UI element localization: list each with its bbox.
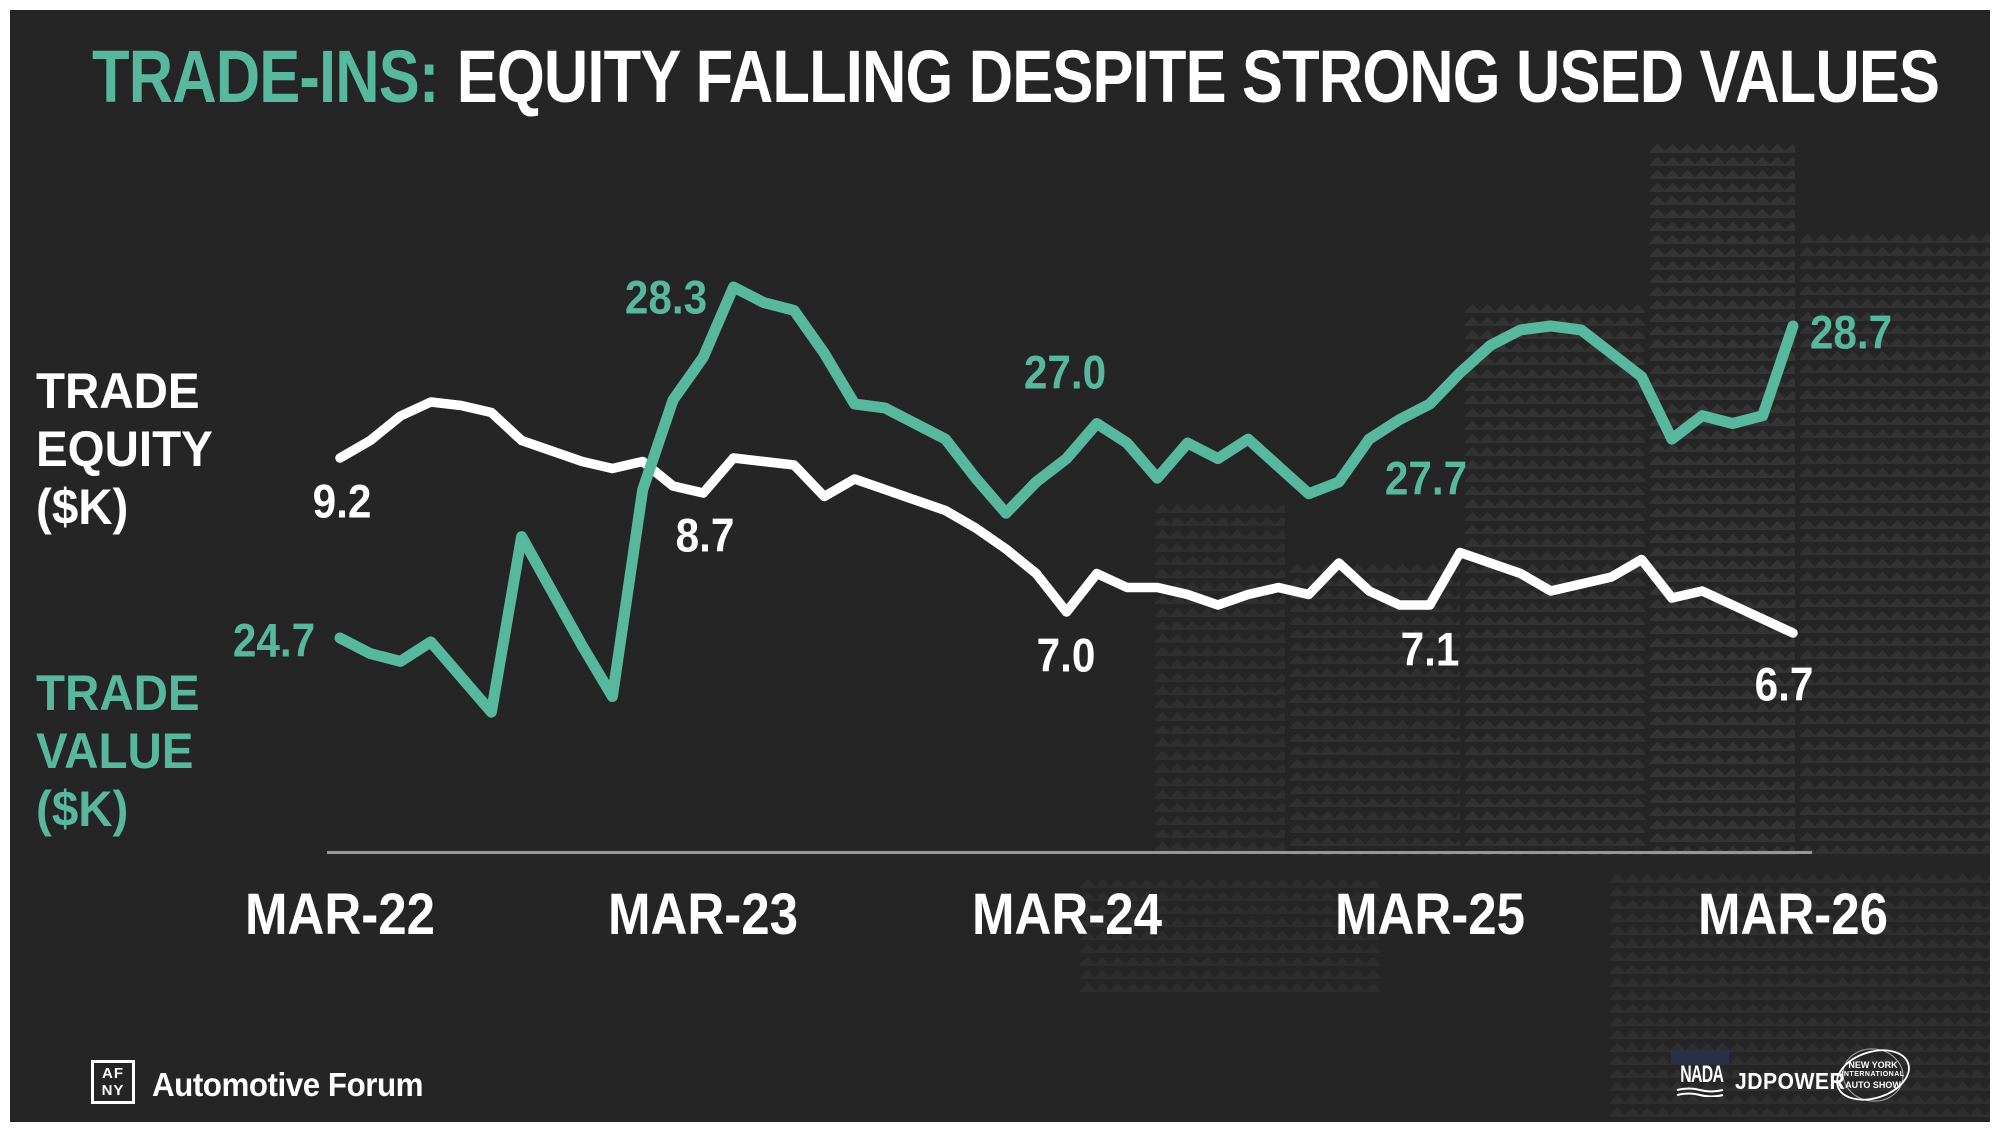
automotive-forum-logo: Automotive Forum xyxy=(152,1066,424,1103)
data-label-value-28.3: 28.3 xyxy=(624,270,708,324)
x-axis-line xyxy=(327,851,1812,854)
jdpower-logo: JDPOWER xyxy=(1735,1068,1846,1094)
equity-axis-title-line: TRADE xyxy=(36,363,200,419)
afny-logo-line: NY xyxy=(101,1082,125,1099)
value-axis-title: TRADE VALUE ($K) xyxy=(36,664,200,838)
data-label-equity-7.1: 7.1 xyxy=(1400,622,1460,676)
x-tick-mar-24: MAR-24 xyxy=(971,882,1162,947)
value-axis-title-line: ($K) xyxy=(36,781,129,837)
value-axis-title-line: TRADE xyxy=(36,665,200,721)
slide-canvas: TRADE-INS: EQUITY FALLING DESPITE STRONG … xyxy=(10,10,1990,1122)
ny-auto-show-line: INTERNATIONAL xyxy=(1841,1071,1905,1078)
nada-logo-text: NADA xyxy=(1680,1061,1724,1088)
skyline-pattern xyxy=(1800,230,1990,855)
afny-logo: AF NY xyxy=(91,1060,135,1104)
series-line-equity xyxy=(335,397,1798,638)
series-line-value xyxy=(334,281,1799,718)
data-label-value-27.7: 27.7 xyxy=(1384,451,1468,505)
equity-axis-title-line: EQUITY xyxy=(36,421,213,477)
nada-wave-icon xyxy=(1676,1087,1724,1097)
data-label-value-24.7: 24.7 xyxy=(232,613,316,667)
nada-logo-bar xyxy=(1671,1050,1729,1063)
trend-chart xyxy=(334,281,1799,718)
x-tick-mar-26: MAR-26 xyxy=(1697,882,1889,947)
skyline-pattern xyxy=(1155,500,1285,855)
data-label-equity-9.2: 9.2 xyxy=(312,474,372,528)
title-main: EQUITY FALLING DESPITE STRONG USED VALUE… xyxy=(456,35,1940,118)
ny-auto-show-line: NEW YORK xyxy=(1848,1060,1898,1070)
equity-axis-title: TRADE EQUITY ($K) xyxy=(36,362,213,536)
nada-logo: NADA xyxy=(1670,1050,1730,1097)
skyline-pattern xyxy=(1610,870,1990,1122)
x-tick-mar-22: MAR-22 xyxy=(244,882,436,947)
data-label-value-28.7: 28.7 xyxy=(1809,305,1893,359)
afny-logo-line: AF xyxy=(102,1065,124,1082)
data-label-equity-6.7: 6.7 xyxy=(1754,657,1814,711)
ny-auto-show-line: AUTO SHOW xyxy=(1845,1080,1901,1090)
ny-auto-show-logo: NEW YORK INTERNATIONAL AUTO SHOW xyxy=(1833,1044,1913,1108)
page-title: TRADE-INS: EQUITY FALLING DESPITE STRONG … xyxy=(92,40,1940,114)
globe-ellipse-icon xyxy=(1836,1048,1910,1102)
skyline-pattern xyxy=(1080,875,1380,995)
skyline-pattern xyxy=(1650,140,1795,855)
x-tick-mar-25: MAR-25 xyxy=(1334,882,1525,947)
title-prefix: TRADE-INS: xyxy=(92,35,439,118)
data-label-equity-8.7: 8.7 xyxy=(675,508,735,562)
data-label-equity-7.0: 7.0 xyxy=(1036,628,1096,682)
slide: TRADE-INS: EQUITY FALLING DESPITE STRONG … xyxy=(10,10,1990,1122)
x-tick-mar-23: MAR-23 xyxy=(608,882,799,947)
equity-axis-title-line: ($K) xyxy=(36,479,129,535)
data-label-value-27.0: 27.0 xyxy=(1023,345,1107,399)
value-axis-title-line: VALUE xyxy=(36,723,194,779)
